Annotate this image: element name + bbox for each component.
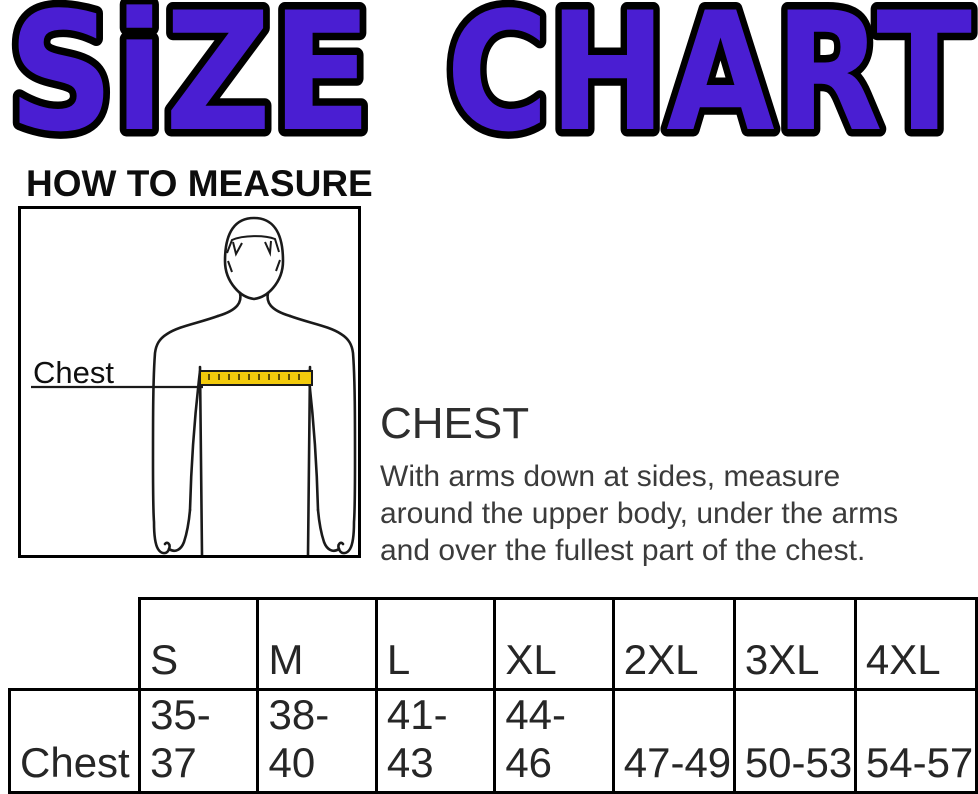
row-label-cell: Chest [7,688,142,794]
neck-right [266,291,292,318]
how-to-measure-heading: HOW TO MEASURE [26,163,373,204]
chest-value-cell: 54-57 [853,688,978,794]
chest-instructions: With arms down at sides, measure around … [380,458,898,569]
torso-right-side [306,365,312,557]
chest-value-cell: 41-43 [374,688,497,794]
size-header-cell: S [138,597,260,691]
size-chart-title: SiZE CHART [1,0,978,154]
chest-value-cell: 44-46 [493,688,615,794]
hair-spike-left [232,241,243,257]
right-arm-outline [288,314,357,555]
table-blank-cell [10,599,140,690]
size-header-row: S M L XL 2XL 3XL 4XL [10,597,978,691]
chest-values-row: Chest 35-37 38-40 41-43 44-46 47-49 50-5… [7,688,978,794]
measuring-tape [199,370,313,386]
title-word-size: SiZE [8,0,372,154]
left-arm-outline [151,314,220,555]
instruction-line: and over the fullest part of the chest. [380,534,866,567]
instruction-line: around the upper body, under the arms [380,497,899,530]
chest-value-cell: 47-49 [611,688,736,794]
size-table: S M L XL 2XL 3XL 4XL Chest 35-37 38-40 4… [7,597,978,794]
sideburn-left [227,260,233,273]
tape-tick-marks [208,374,300,380]
size-header-cell: M [256,597,378,691]
size-header-cell: L [374,597,497,691]
chest-section-heading: CHEST [380,399,530,448]
left-inner-arm [188,369,202,512]
torso-left-side [198,365,204,557]
chest-value-cell: 35-37 [138,688,260,794]
left-hand [167,508,192,553]
body-measurement-diagram: Chest [18,206,361,558]
size-header-cell: 3XL [732,597,857,691]
torso-line-drawing: Chest [31,216,357,557]
size-header-cell: XL [493,597,615,691]
hairline [226,235,280,254]
chest-value-cell: 38-40 [256,688,378,794]
size-header-cell: 2XL [611,597,736,691]
right-hand [316,508,341,553]
size-header-cell: 4XL [853,597,978,691]
chest-value-cell: 50-53 [732,688,857,794]
head-outline [223,216,285,301]
hair-spike-right [264,240,272,257]
title-word-chart: CHART [446,0,972,154]
diagram-chest-label: Chest [33,355,114,390]
sideburn-right [275,259,281,272]
neck-left [216,291,242,318]
instruction-line: With arms down at sides, measure [380,460,841,493]
